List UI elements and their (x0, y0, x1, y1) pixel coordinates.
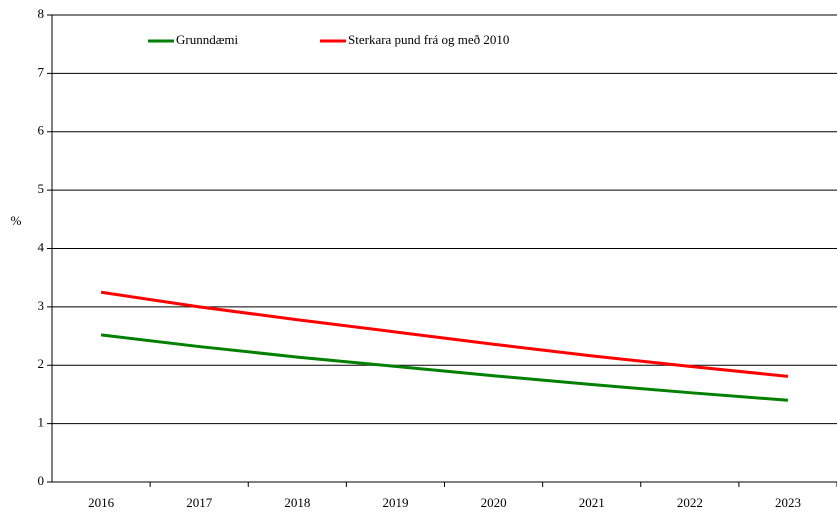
x-tick-label: 2016 (88, 495, 115, 510)
x-tick-label: 2019 (382, 495, 408, 510)
x-tick-label: 2017 (186, 495, 213, 510)
x-tick-label: 2021 (579, 495, 605, 510)
y-tick-label: 4 (38, 239, 45, 254)
y-tick-label: 1 (38, 415, 45, 430)
y-tick-label: 2 (38, 356, 45, 371)
series-line (100, 290, 789, 378)
legend-label: Grunndæmi (176, 32, 239, 47)
legend-label: Sterkara pund frá og með 2010 (348, 32, 509, 47)
series-line (100, 333, 789, 402)
y-tick-label: 3 (38, 298, 45, 313)
x-tick-label: 2018 (284, 495, 310, 510)
y-tick-label: 6 (38, 123, 45, 138)
y-tick-label: 7 (38, 64, 45, 79)
x-tick-label: 2023 (775, 495, 801, 510)
y-tick-label: 8 (38, 6, 45, 21)
y-axis-label: % (11, 213, 22, 228)
x-tick-label: 2020 (481, 495, 507, 510)
y-tick-label: 5 (38, 181, 45, 196)
y-tick-label: 0 (38, 473, 45, 488)
x-tick-label: 2022 (677, 495, 703, 510)
